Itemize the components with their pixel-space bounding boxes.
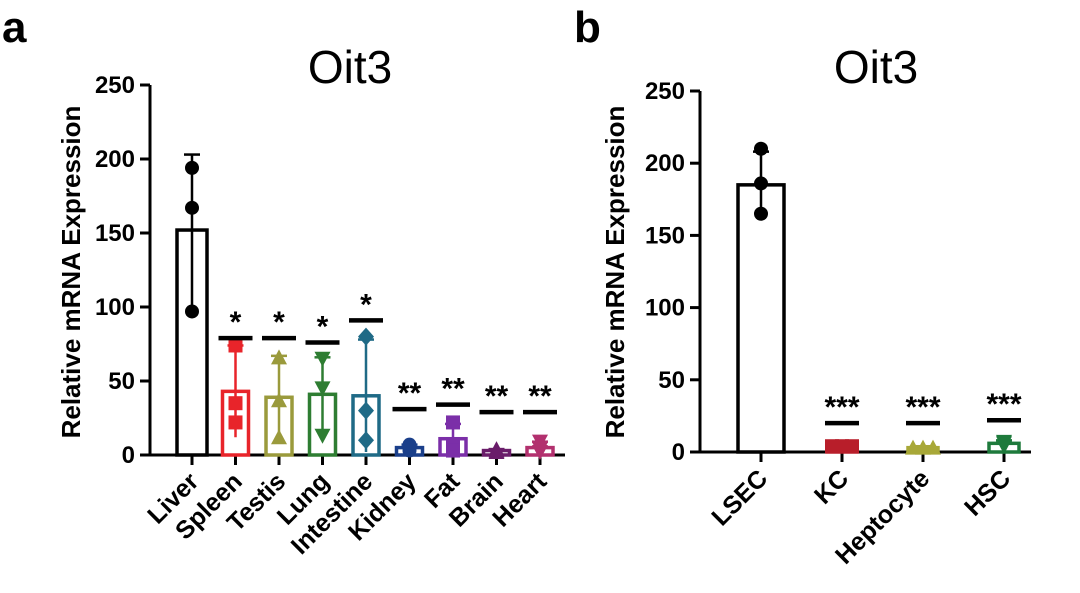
chart-title-a: Oit3 [308, 41, 392, 93]
significance-label-brain: ** [485, 380, 509, 413]
chart-title-b: Oit3 [834, 41, 918, 93]
data-point-spleen [228, 338, 243, 353]
data-point-lung [314, 381, 331, 397]
data-point-brain [488, 444, 505, 460]
significance-label-hsc: *** [986, 388, 1021, 421]
category-label-kc: KC [809, 464, 854, 509]
significance-label-kidney: ** [398, 377, 422, 410]
y-tick-label: 0 [122, 442, 135, 469]
data-point-lung [314, 351, 331, 367]
significance-label-intestine: * [360, 288, 372, 321]
data-point-heart [532, 445, 548, 461]
y-tick-label: 100 [645, 295, 685, 322]
y-tick-label: 200 [645, 150, 685, 177]
data-point-kc [845, 439, 859, 454]
y-tick-label: 0 [672, 439, 685, 466]
data-point-fat [446, 443, 460, 458]
data-point-lsec [754, 141, 768, 156]
data-point-lsec [754, 176, 768, 191]
y-axis-title-a: Relative mRNA Expression [56, 106, 86, 439]
category-label-hsc: HSC [959, 464, 1016, 521]
data-point-testis [271, 392, 287, 408]
category-label-lsec: LSEC [706, 464, 773, 531]
significance-label-testis: * [273, 306, 285, 339]
y-tick-label: 250 [645, 78, 685, 105]
y-tick-label: 50 [658, 367, 685, 394]
panel-letter-b: b [574, 3, 601, 52]
data-point-intestine [358, 401, 374, 420]
data-point-intestine [358, 431, 374, 450]
data-point-spleen [228, 396, 243, 411]
bar-lsec [736, 183, 786, 454]
data-point-kidney [402, 443, 417, 458]
data-point-spleen [228, 415, 243, 430]
y-tick-label: 50 [108, 368, 135, 395]
data-point-testis [271, 349, 287, 365]
significance-label-kc: *** [824, 391, 859, 424]
y-tick-label: 100 [95, 294, 135, 321]
panel-letter-a: a [2, 3, 27, 52]
y-tick-label: 200 [95, 146, 135, 173]
significance-label-lung: * [317, 311, 329, 344]
significance-label-fat: ** [441, 373, 465, 406]
data-point-heptocyte [925, 439, 941, 455]
data-point-hsc [996, 439, 1012, 455]
plot-area-b: 050100150200250LSEC***KC***Heptocyte***H… [645, 78, 1031, 570]
significance-label-spleen: * [230, 306, 242, 339]
significance-label-heptocyte: *** [905, 391, 940, 424]
data-point-lsec [754, 206, 768, 221]
y-axis-title-b: Relative mRNA Expression [600, 106, 630, 439]
data-point-liver [185, 200, 199, 215]
significance-label-heart: ** [528, 380, 552, 413]
data-point-fat [446, 415, 460, 430]
data-point-testis [271, 429, 287, 445]
plot-area-a: 050100150200250Liver*Spleen*Testis*Lung*… [95, 72, 565, 560]
y-tick-label: 250 [95, 72, 135, 99]
y-tick-label: 150 [645, 222, 685, 249]
data-point-liver [185, 304, 199, 319]
data-point-lung [314, 428, 331, 444]
data-point-intestine [358, 327, 374, 346]
y-tick-label: 150 [95, 220, 135, 247]
data-point-liver [185, 160, 199, 175]
